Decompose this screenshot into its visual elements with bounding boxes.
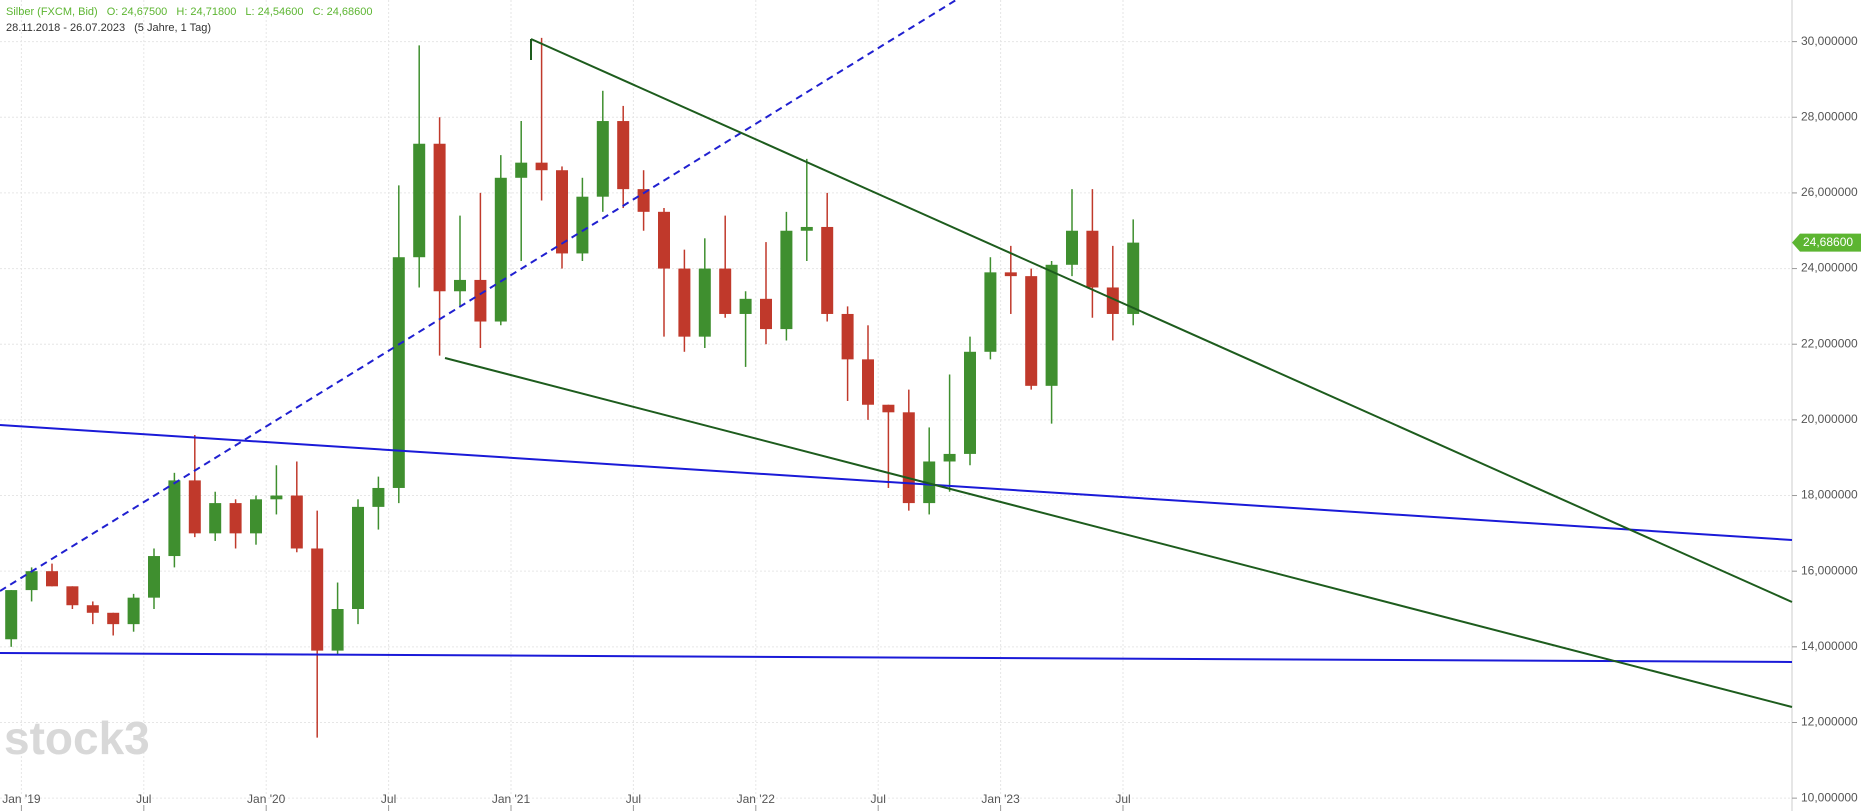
candle-body bbox=[311, 548, 324, 651]
candle-body bbox=[209, 503, 222, 534]
instrument: Silber (FXCM, Bid) bbox=[6, 6, 98, 18]
open: O: 24,67500 bbox=[106, 6, 168, 18]
candle-body bbox=[984, 272, 997, 352]
candle-body bbox=[719, 268, 732, 314]
candle-body bbox=[658, 211, 670, 269]
candle-body bbox=[678, 268, 691, 337]
candle-body bbox=[943, 453, 956, 462]
candle-body bbox=[413, 143, 426, 258]
candle-body bbox=[392, 257, 405, 488]
y-tick-label: 10,000000 bbox=[1801, 790, 1858, 804]
low: L: 24,54600 bbox=[245, 6, 304, 18]
candle-body bbox=[66, 586, 79, 606]
candle-body bbox=[25, 571, 38, 591]
y-tick-label: 16,000000 bbox=[1801, 563, 1858, 577]
candle-body bbox=[494, 177, 507, 322]
candle-body bbox=[5, 590, 18, 640]
y-tick-label: 26,000000 bbox=[1801, 185, 1858, 199]
last-price-tag bbox=[1792, 233, 1861, 252]
y-tick-label: 28,000000 bbox=[1801, 109, 1858, 123]
candle-body bbox=[433, 143, 446, 292]
last-price-label: 24,68600 bbox=[1803, 235, 1853, 249]
header-quote: Silber (FXCM, Bid) O: 24,67500 H: 24,718… bbox=[6, 6, 379, 18]
candle-body bbox=[127, 597, 140, 625]
x-tick-label: Jan '19 bbox=[2, 792, 41, 806]
x-tick-label: Jul bbox=[381, 792, 396, 806]
x-tick-label: Jul bbox=[871, 792, 886, 806]
candle-body bbox=[821, 226, 834, 314]
candle-body bbox=[148, 556, 160, 598]
header-range: 28.11.2018 - 26.07.2023 (5 Jahre, 1 Tag) bbox=[6, 22, 217, 34]
candle-body bbox=[576, 196, 589, 254]
x-tick-label: Jul bbox=[1115, 792, 1130, 806]
trend-lines bbox=[0, 0, 1793, 708]
x-tick-label: Jan '21 bbox=[492, 792, 531, 806]
trend-line bbox=[0, 424, 1793, 541]
y-tick-label: 18,000000 bbox=[1801, 488, 1858, 502]
date-range: 28.11.2018 - 26.07.2023 bbox=[6, 22, 126, 34]
candle-body bbox=[229, 503, 242, 534]
candle-body bbox=[250, 499, 262, 534]
trend-line bbox=[444, 357, 1793, 708]
candle-body bbox=[107, 612, 120, 625]
x-tick-label: Jul bbox=[626, 792, 641, 806]
trend-line bbox=[0, 652, 1793, 663]
x-tick-label: Jan '23 bbox=[981, 792, 1020, 806]
candle-body bbox=[617, 121, 630, 190]
candle-body bbox=[46, 571, 58, 587]
candle-body bbox=[800, 226, 813, 231]
candle-body bbox=[923, 461, 936, 504]
logo: stock3 bbox=[4, 712, 150, 764]
candle-body bbox=[168, 480, 181, 557]
candle-body bbox=[515, 162, 528, 178]
candle-body bbox=[1127, 242, 1140, 314]
candle-body bbox=[637, 189, 650, 212]
candle-body bbox=[882, 404, 895, 413]
x-tick-label: Jan '20 bbox=[247, 792, 286, 806]
high: H: 24,71800 bbox=[176, 6, 237, 18]
candle-body bbox=[964, 351, 976, 454]
candle-body bbox=[1086, 230, 1099, 288]
candle-body bbox=[760, 298, 772, 330]
y-tick-label: 24,000000 bbox=[1801, 261, 1858, 275]
candle-body bbox=[739, 298, 752, 314]
candle-body bbox=[556, 170, 568, 254]
candle-body bbox=[372, 487, 385, 507]
candle-body bbox=[331, 609, 344, 651]
y-tick-label: 14,000000 bbox=[1801, 639, 1858, 653]
candle-body bbox=[698, 268, 711, 337]
candle-body bbox=[596, 121, 609, 197]
candle-body bbox=[841, 313, 854, 360]
candle-body bbox=[290, 495, 303, 549]
candle-body bbox=[902, 412, 915, 504]
y-tick-label: 12,000000 bbox=[1801, 715, 1858, 729]
candle-body bbox=[454, 279, 466, 292]
candle-body bbox=[535, 162, 548, 171]
candle-body bbox=[1066, 230, 1078, 265]
candle-body bbox=[270, 495, 283, 500]
trend-line bbox=[0, 0, 957, 592]
candle-body bbox=[86, 605, 99, 613]
candle-body bbox=[780, 230, 793, 330]
candle-body bbox=[352, 506, 364, 610]
candle-body bbox=[1106, 287, 1119, 314]
x-tick-label: Jul bbox=[136, 792, 151, 806]
y-tick-label: 30,000000 bbox=[1801, 34, 1858, 48]
trend-line bbox=[530, 38, 1793, 603]
x-tick-label: Jan '22 bbox=[737, 792, 776, 806]
candle-body bbox=[1025, 276, 1038, 386]
candle-body bbox=[1004, 272, 1017, 277]
candle-body bbox=[474, 279, 487, 322]
period: (5 Jahre, 1 Tag) bbox=[134, 22, 211, 34]
candle-body bbox=[862, 359, 874, 405]
y-tick-label: 20,000000 bbox=[1801, 412, 1858, 426]
y-tick-label: 22,000000 bbox=[1801, 336, 1858, 350]
candle-body bbox=[188, 480, 201, 534]
candle-body bbox=[1045, 264, 1058, 386]
close: C: 24,68600 bbox=[312, 6, 373, 18]
